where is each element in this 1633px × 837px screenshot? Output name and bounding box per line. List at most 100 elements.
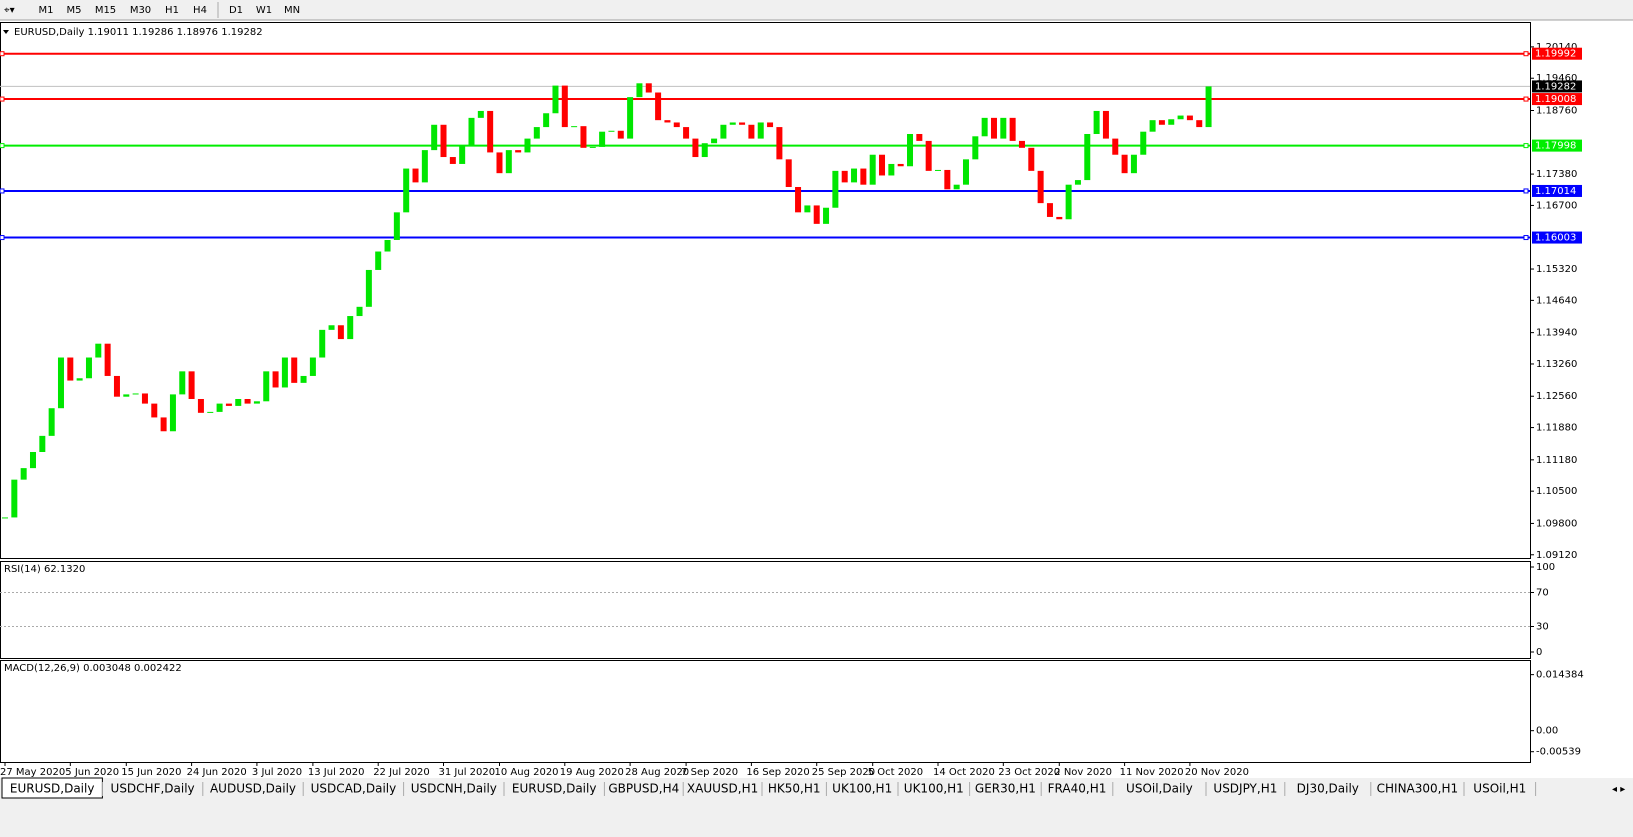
level-box	[1532, 184, 1582, 197]
header-arrow	[3, 30, 9, 34]
candle	[421, 150, 428, 183]
candle	[412, 168, 419, 183]
candle	[599, 131, 606, 147]
candle	[2, 517, 8, 519]
candle	[589, 146, 596, 148]
candle	[767, 122, 774, 128]
toolbar-icon: ⌖▾	[4, 5, 15, 16]
candle	[1177, 115, 1184, 120]
y-tick-label: 1.17380	[1536, 169, 1577, 180]
candle	[132, 393, 139, 395]
y-tick-label: 30	[1536, 622, 1549, 633]
candle	[496, 152, 503, 174]
candle	[739, 122, 746, 125]
y-tick-label: 1.16700	[1536, 200, 1577, 211]
candle	[533, 127, 540, 139]
y-tick-label: -0.00539	[1536, 747, 1581, 758]
candle	[1000, 117, 1007, 139]
y-tick-label: 1.11180	[1536, 455, 1577, 466]
y-tick-label: 1.20140	[1536, 42, 1577, 53]
tab[interactable]: USDJPY,H1	[1213, 782, 1277, 796]
candle	[785, 159, 792, 187]
level-box	[1532, 231, 1582, 244]
candle	[1093, 110, 1100, 134]
tab[interactable]: EURUSD,Daily	[10, 782, 95, 796]
y-tick-label: 1.09120	[1536, 550, 1577, 561]
chart-header: EURUSD,Daily 1.19011 1.19286 1.18976 1.1…	[14, 27, 263, 38]
tab[interactable]: HK50,H1	[768, 782, 821, 796]
candle	[1186, 115, 1193, 121]
candle	[776, 127, 783, 160]
tab[interactable]: USDCNH,Daily	[411, 782, 497, 796]
candle	[711, 138, 718, 144]
candle	[664, 120, 671, 123]
x-tick-label: 13 Jul 2020	[308, 767, 365, 778]
candle	[571, 126, 578, 128]
level-handle	[0, 51, 5, 57]
candle	[95, 343, 102, 358]
candle	[1009, 117, 1016, 141]
candle	[67, 357, 74, 381]
timeframe-button[interactable]: D1	[229, 5, 243, 16]
tab[interactable]: USDCHF,Daily	[111, 782, 195, 796]
timeframe-button[interactable]: H1	[165, 5, 179, 16]
tab[interactable]: DJ30,Daily	[1297, 782, 1359, 796]
level-handle	[1523, 51, 1529, 57]
tab-scroll[interactable]: ◂ ▸	[1612, 784, 1625, 795]
tab[interactable]: AUDUSD,Daily	[210, 782, 296, 796]
candle	[729, 122, 736, 125]
timeframe-button[interactable]: M30	[130, 5, 151, 16]
timeframe-button[interactable]: MN	[284, 5, 300, 16]
tab[interactable]: USOil,Daily	[1126, 782, 1193, 796]
timeframe-button[interactable]: M5	[67, 5, 82, 16]
candle	[683, 127, 690, 139]
x-tick-label: 14 Oct 2020	[933, 767, 995, 778]
tab[interactable]: GER30,H1	[975, 782, 1036, 796]
candle	[505, 150, 512, 174]
candle	[48, 408, 55, 436]
tab[interactable]: XAUUSD,H1	[687, 782, 758, 796]
candle	[860, 168, 867, 185]
candle	[300, 375, 307, 383]
y-tick-label: 70	[1536, 588, 1549, 599]
candle	[972, 136, 979, 160]
tab[interactable]: USDCAD,Daily	[311, 782, 397, 796]
level-handle	[1523, 143, 1529, 149]
candle	[104, 343, 111, 376]
candle	[1149, 120, 1156, 132]
y-tick-label: 1.14640	[1536, 295, 1577, 306]
level-handle	[0, 235, 5, 241]
candle	[29, 451, 36, 469]
tab[interactable]: GBPUSD,H4	[608, 782, 679, 796]
candle	[319, 329, 326, 358]
level-label: 1.19008	[1535, 94, 1576, 105]
y-tick-label: 1.18760	[1536, 105, 1577, 116]
tab[interactable]: CHINA300,H1	[1377, 782, 1459, 796]
candle	[627, 97, 634, 139]
y-tick-label: 1.09800	[1536, 518, 1577, 529]
candle	[431, 124, 438, 151]
tab[interactable]: UK100,H1	[832, 782, 892, 796]
y-tick-label: 1.13260	[1536, 359, 1577, 370]
candle	[888, 163, 895, 176]
timeframe-button[interactable]: M1	[39, 5, 54, 16]
tab[interactable]: USOil,H1	[1473, 782, 1526, 796]
level-handle	[0, 188, 5, 194]
timeframe-button[interactable]: M15	[95, 5, 116, 16]
level-box	[1532, 139, 1582, 152]
x-tick-label: 28 Aug 2020	[625, 767, 689, 778]
panel-frame	[0, 561, 1531, 659]
candle	[449, 157, 456, 164]
candle	[291, 357, 298, 383]
tab[interactable]: UK100,H1	[904, 782, 964, 796]
tab[interactable]: EURUSD,Daily	[512, 782, 597, 796]
timeframe-button[interactable]: H4	[193, 5, 207, 16]
candle	[393, 212, 400, 240]
candle	[897, 163, 904, 167]
level-box	[1532, 47, 1582, 60]
candle	[1140, 131, 1147, 155]
y-tick-label: 1.12560	[1536, 391, 1577, 402]
tab[interactable]: FRA40,H1	[1048, 782, 1107, 796]
timeframe-button[interactable]: W1	[256, 5, 272, 16]
candle	[655, 92, 662, 121]
